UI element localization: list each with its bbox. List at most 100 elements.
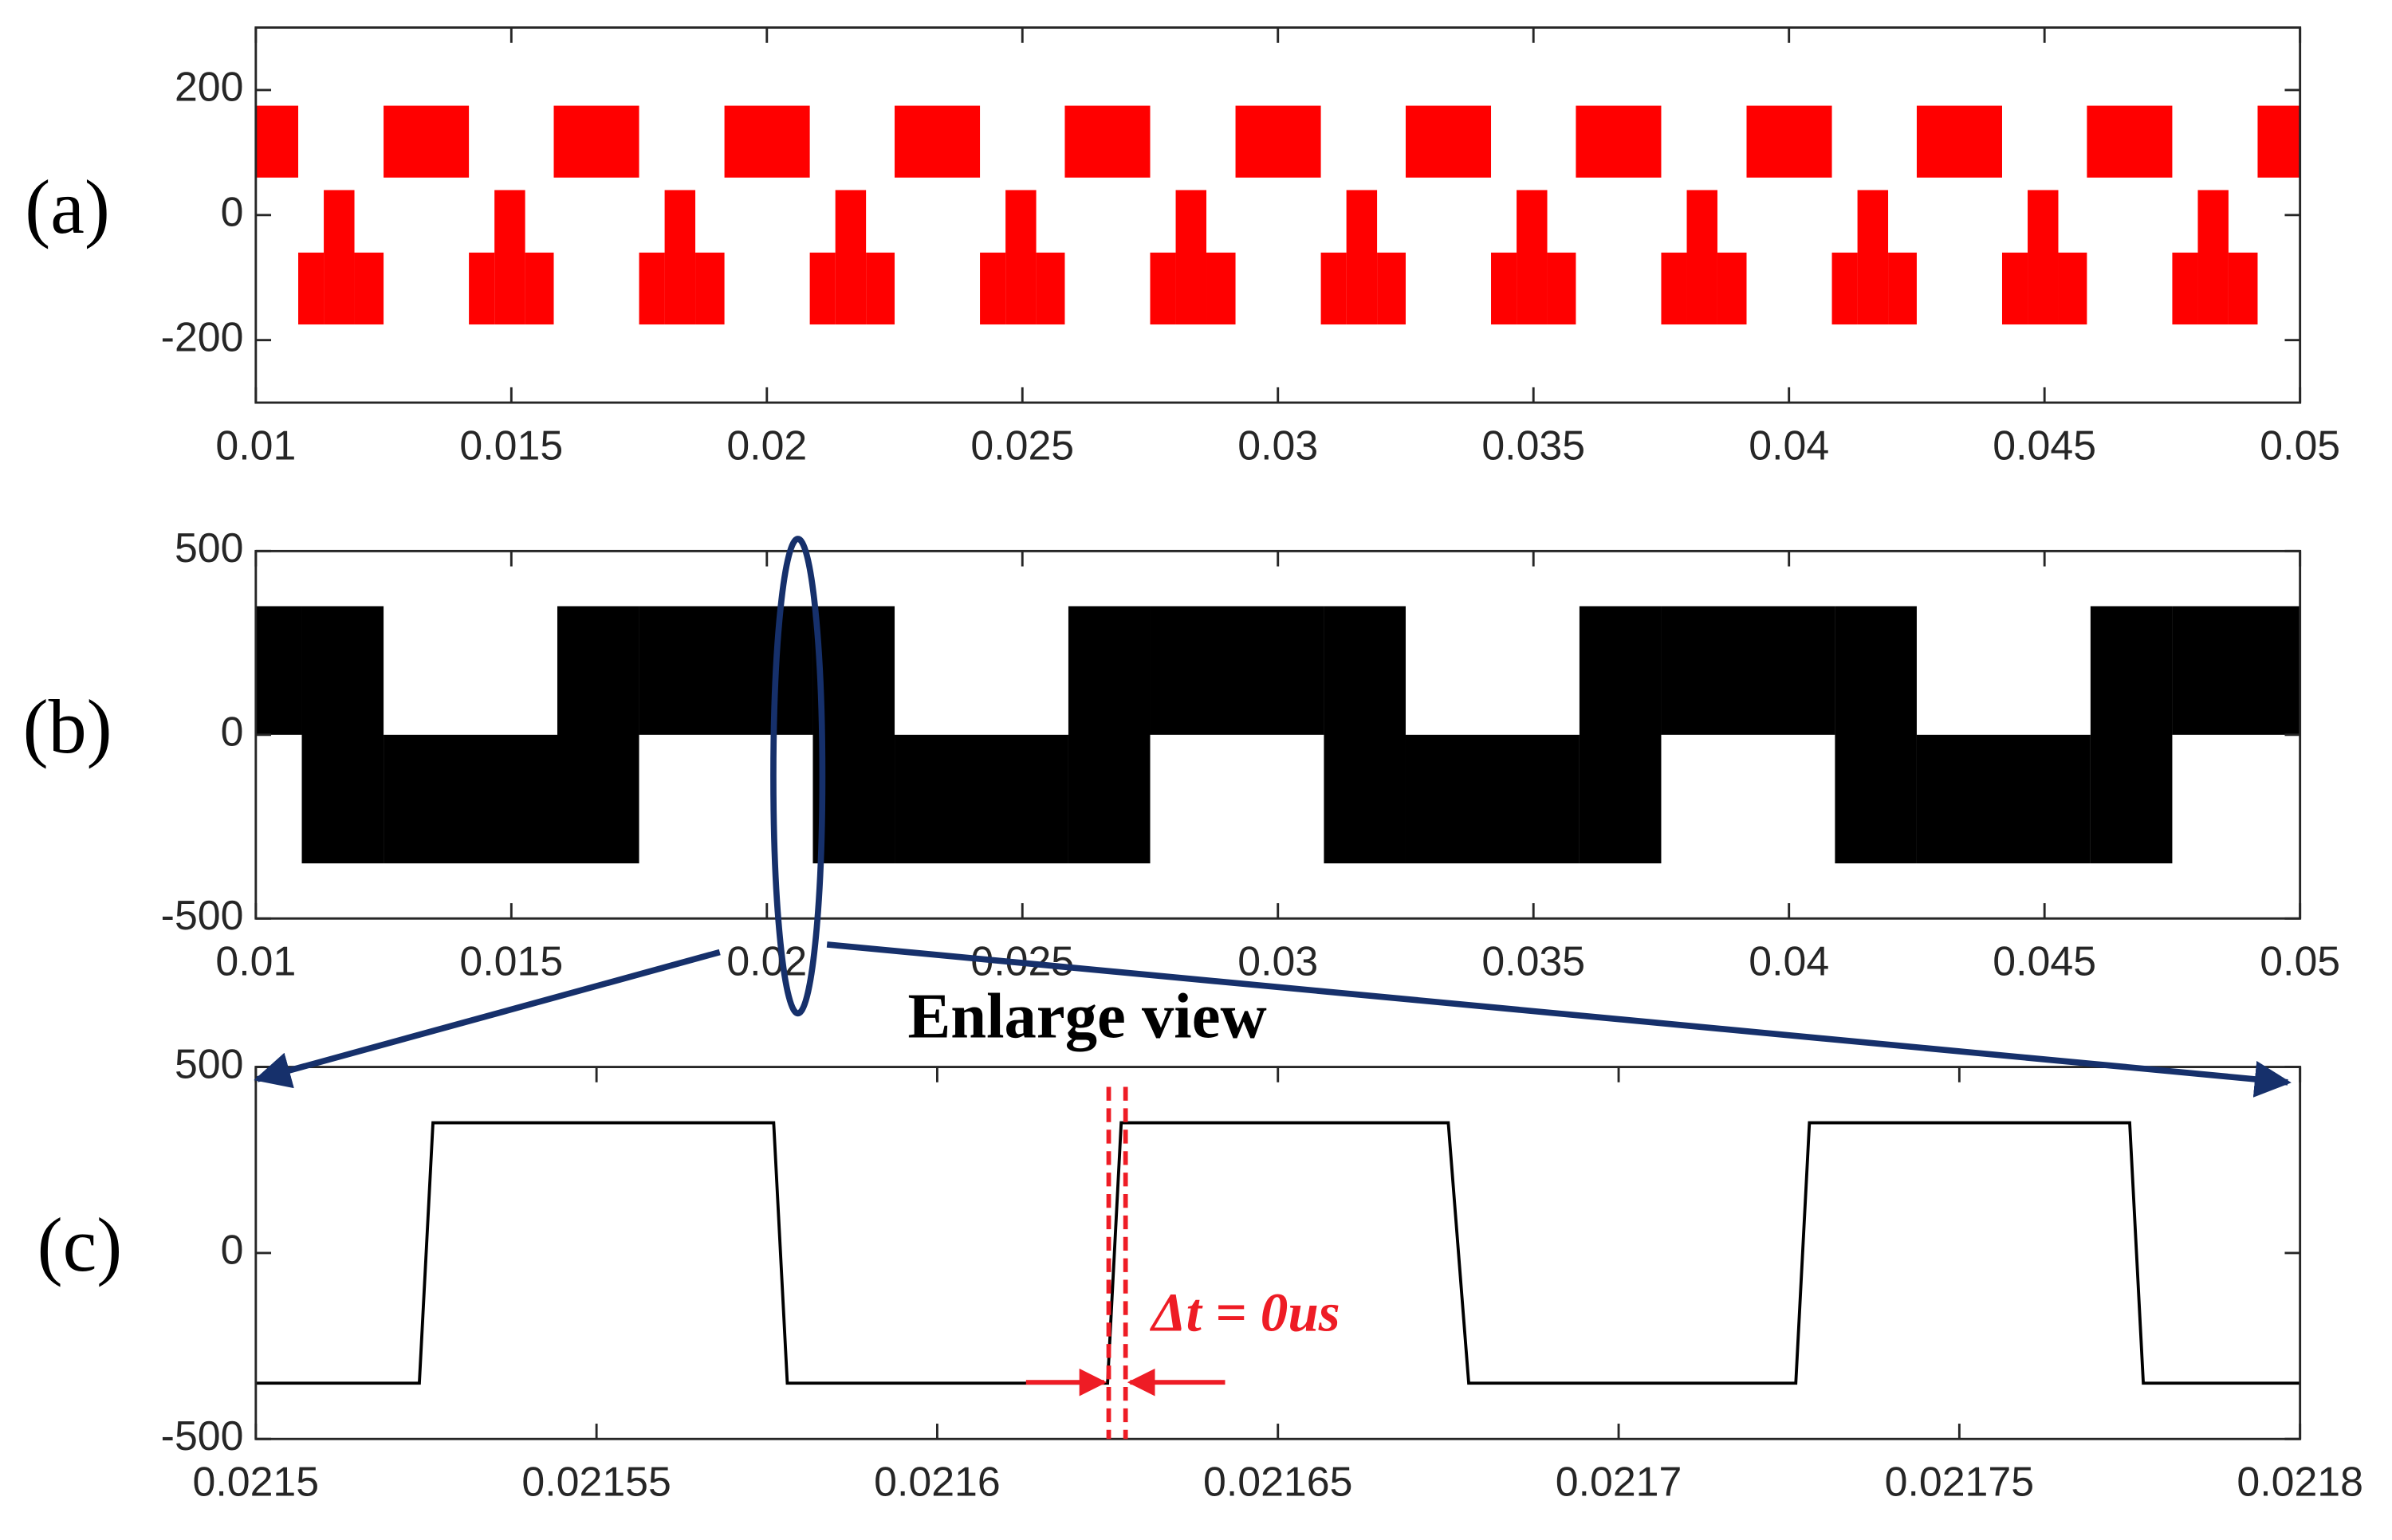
subplot: -200 0 200 0.01 0.015 0.02 0.025 0.03 0.035 0.04 0… xyxy=(25,26,2340,468)
band-segment xyxy=(1579,606,1662,864)
band-segment xyxy=(1405,734,1580,864)
band-segment xyxy=(1661,606,1835,735)
band-segment xyxy=(1835,606,1917,864)
y-tick-label: 200 xyxy=(175,64,244,110)
y-tick-label: 0 xyxy=(221,189,244,235)
band-segment xyxy=(557,606,639,864)
band-segment xyxy=(2028,190,2059,325)
band-segment xyxy=(2197,190,2229,325)
y-tick-label: -500 xyxy=(161,892,244,938)
x-tick-label: 0.04 xyxy=(1749,422,1829,468)
x-tick-label: 0.0218 xyxy=(2237,1459,2363,1505)
y-tick-label: 0 xyxy=(221,1227,244,1273)
band-segment xyxy=(2087,105,2173,178)
x-tick-label: 0.01 xyxy=(215,422,296,468)
band-segment xyxy=(664,190,696,325)
x-tick-label: 0.01 xyxy=(215,938,296,984)
band-segment xyxy=(1661,252,1687,325)
band-segment xyxy=(1324,606,1406,864)
zoom-arrow xyxy=(254,949,721,1089)
plots: -200 0 200 0.01 0.015 0.02 0.025 0.03 0.035 0.04 0… xyxy=(23,26,2363,1505)
x-tick-label: 0.04 xyxy=(1749,938,1829,984)
x-tick-label: 0.025 xyxy=(970,422,1074,468)
band-segment xyxy=(384,105,470,178)
band-segment xyxy=(866,252,895,325)
band-segment xyxy=(469,252,495,325)
x-tick-label: 0.0216 xyxy=(874,1459,1001,1505)
band-segment xyxy=(354,252,384,325)
band-segment xyxy=(324,190,355,325)
band-segment xyxy=(2228,252,2258,325)
band-segment xyxy=(553,105,639,178)
band-segment xyxy=(1235,105,1321,178)
plot-area xyxy=(255,1067,2300,1440)
band-segment xyxy=(835,190,867,325)
x-tick-label: 0.02 xyxy=(726,422,807,468)
x-tick-label: 0.0215 xyxy=(193,1459,320,1505)
band-segment xyxy=(1405,105,1492,178)
band-segment xyxy=(494,190,525,325)
zoom-callout xyxy=(254,536,2292,1440)
band-segment xyxy=(895,105,981,178)
band-segment xyxy=(1916,734,2091,864)
band-segment xyxy=(301,606,384,864)
x-tick-label: 0.05 xyxy=(2260,938,2340,984)
band-segment xyxy=(980,252,1006,325)
band-segment xyxy=(2058,252,2087,325)
annotation: Enlarge view xyxy=(908,980,1267,1051)
band-segment xyxy=(2172,606,2300,735)
x-tick-label: 0.03 xyxy=(1237,938,1318,984)
band-segment xyxy=(1717,252,1747,325)
band-segment xyxy=(2172,252,2198,325)
x-tick-label: 0.02 xyxy=(726,938,807,984)
band-segment xyxy=(1576,105,1662,178)
band-segment xyxy=(1320,252,1347,325)
band-segment xyxy=(639,606,813,735)
band-segment xyxy=(809,252,836,325)
panel-label: (c) xyxy=(37,1202,123,1287)
band-segment xyxy=(298,252,325,325)
band-segment xyxy=(1175,190,1207,325)
band-segment xyxy=(1377,252,1406,325)
band-segment xyxy=(384,734,557,864)
band-segment xyxy=(1064,105,1151,178)
line xyxy=(255,1121,2300,1385)
zoom-ellipse xyxy=(770,536,826,1017)
band-segment xyxy=(1517,190,1548,325)
band-segment xyxy=(1491,252,1517,325)
x-tick-label: 0.035 xyxy=(1481,938,1585,984)
band-segment xyxy=(812,606,895,864)
band-segment xyxy=(695,252,725,325)
x-tick-label: 0.03 xyxy=(1237,422,1318,468)
x-tick-label: 0.015 xyxy=(459,938,563,984)
band-segment xyxy=(639,252,665,325)
band-segment xyxy=(2001,252,2028,325)
band-segment xyxy=(724,105,810,178)
y-tick-label: 0 xyxy=(221,709,244,755)
band-segment xyxy=(255,105,299,178)
plot-area xyxy=(255,27,2300,403)
x-tick-label: 0.035 xyxy=(1481,422,1585,468)
band-segment xyxy=(1888,252,1917,325)
x-tick-label: 0.045 xyxy=(1993,422,2096,468)
x-tick-label: 0.02165 xyxy=(1203,1459,1352,1505)
band-segment xyxy=(1150,606,1324,735)
band-segment xyxy=(1206,252,1236,325)
y-tick-label: -200 xyxy=(161,313,244,359)
band-segment xyxy=(1547,252,1576,325)
x-tick-label: 0.02175 xyxy=(1885,1459,2034,1505)
panel-label: (b) xyxy=(23,684,112,769)
band-segment xyxy=(1150,252,1176,325)
panel-label: (a) xyxy=(25,164,110,249)
x-tick-label: 0.0217 xyxy=(1556,1459,1682,1505)
band-segment xyxy=(255,606,302,735)
x-tick-label: 0.045 xyxy=(1993,938,2096,984)
band-segment xyxy=(1857,190,1889,325)
band-segment xyxy=(1686,190,1717,325)
y-tick-label: -500 xyxy=(161,1412,244,1459)
zoom-arrow xyxy=(826,941,2292,1098)
band-segment xyxy=(1916,105,2002,178)
annotation: Δt = 0us xyxy=(1149,1281,1340,1342)
band-segment xyxy=(1746,105,1832,178)
